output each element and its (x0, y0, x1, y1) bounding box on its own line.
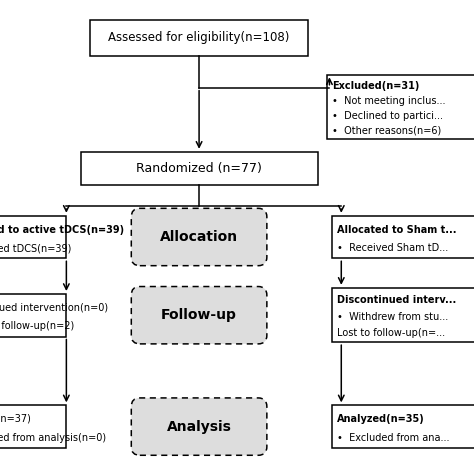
Text: •  Received Sham tD...: • Received Sham tD... (337, 243, 448, 253)
Text: Randomized (n=77): Randomized (n=77) (136, 162, 262, 175)
FancyBboxPatch shape (332, 405, 474, 448)
Text: •  Declined to partici...: • Declined to partici... (332, 110, 443, 120)
Text: Discontinued interv...: Discontinued interv... (337, 295, 456, 305)
FancyBboxPatch shape (327, 74, 474, 138)
FancyBboxPatch shape (81, 152, 318, 185)
Text: Assessed for eligibility(n=108): Assessed for eligibility(n=108) (109, 31, 290, 45)
Text: Discontinued intervention(n=0): Discontinued intervention(n=0) (0, 303, 108, 313)
Text: Excluded(n=31): Excluded(n=31) (332, 81, 419, 91)
FancyBboxPatch shape (332, 288, 474, 342)
Text: •  Withdrew from stu...: • Withdrew from stu... (337, 312, 448, 322)
Text: •  Not meeting inclus...: • Not meeting inclus... (332, 96, 445, 106)
FancyBboxPatch shape (131, 286, 267, 344)
Text: •  Excluded from ana...: • Excluded from ana... (337, 433, 449, 443)
FancyBboxPatch shape (0, 216, 66, 258)
Text: Follow-up: Follow-up (161, 308, 237, 322)
FancyBboxPatch shape (0, 405, 66, 448)
Text: Allocated to active tDCS(n=39): Allocated to active tDCS(n=39) (0, 225, 124, 235)
FancyBboxPatch shape (131, 209, 267, 265)
FancyBboxPatch shape (90, 20, 308, 56)
FancyBboxPatch shape (131, 398, 267, 455)
FancyBboxPatch shape (332, 216, 474, 258)
Text: Allocation: Allocation (160, 230, 238, 244)
Text: Analyzed(n=37): Analyzed(n=37) (0, 414, 31, 424)
Text: Lost to follow-up(n=...: Lost to follow-up(n=... (337, 328, 445, 338)
Text: Analyzed(n=35): Analyzed(n=35) (337, 414, 424, 424)
Text: •  Lost to follow-up(n=2): • Lost to follow-up(n=2) (0, 321, 74, 331)
Text: Analysis: Analysis (167, 419, 231, 434)
Text: •  Excluded from analysis(n=0): • Excluded from analysis(n=0) (0, 433, 106, 443)
Text: •  Other reasons(n=6): • Other reasons(n=6) (332, 126, 441, 136)
FancyBboxPatch shape (0, 294, 66, 337)
Text: Allocated to Sham t...: Allocated to Sham t... (337, 225, 456, 235)
Text: •  Received tDCS(n=39): • Received tDCS(n=39) (0, 243, 71, 253)
